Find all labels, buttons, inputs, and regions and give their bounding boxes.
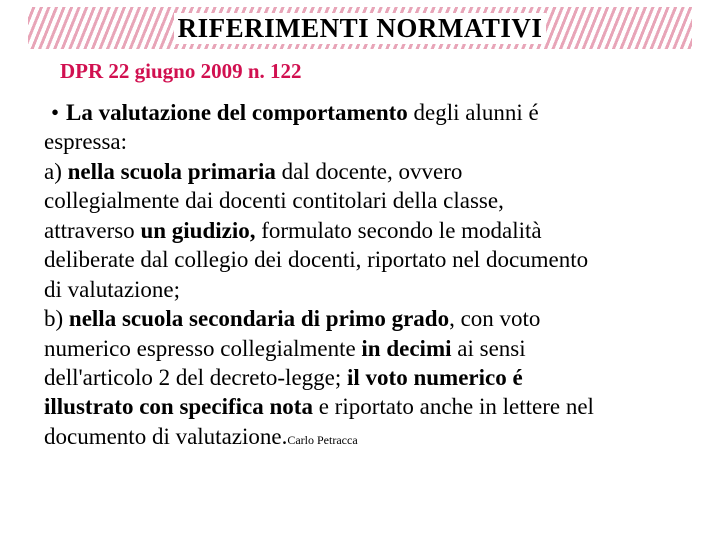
body-line: deliberate dal collegio dei docenti, rip… xyxy=(44,245,692,274)
text-run: , con voto xyxy=(449,306,540,331)
text-run: dell'articolo 2 del decreto-legge; xyxy=(44,365,347,390)
text-run: dal docente, ovvero xyxy=(276,159,462,184)
slide-subtitle: DPR 22 giugno 2009 n. 122 xyxy=(60,59,720,84)
body-line: collegialmente dai docenti contitolari d… xyxy=(44,186,692,215)
text-run: numerico espresso collegialmente xyxy=(44,336,361,361)
bold-phrase: nella scuola primaria xyxy=(68,159,276,184)
bold-phrase: il voto numerico é xyxy=(347,365,523,390)
body-line: attraverso un giudizio, formulato second… xyxy=(44,216,692,245)
body-line: numerico espresso collegialmente in deci… xyxy=(44,334,692,363)
footer-author: Carlo Petracca xyxy=(287,433,357,447)
text-run: degli alunni é xyxy=(408,100,539,125)
text-run: documento di valutazione. xyxy=(44,424,287,449)
bold-phrase: La valutazione del comportamento xyxy=(66,100,408,125)
text-run: a) xyxy=(44,159,68,184)
text-run: formulato secondo le modalità xyxy=(255,218,541,243)
text-run: ai sensi xyxy=(452,336,526,361)
text-run: attraverso xyxy=(44,218,140,243)
text-run: b) xyxy=(44,306,69,331)
bold-phrase: nella scuola secondaria di primo grado xyxy=(69,306,449,331)
body-line: di valutazione; xyxy=(44,275,692,304)
body-text: • La valutazione del comportamento degli… xyxy=(44,98,692,451)
bold-phrase: in decimi xyxy=(361,336,451,361)
body-line: b) nella scuola secondaria di primo grad… xyxy=(44,304,692,333)
body-line: La valutazione del comportamento degli a… xyxy=(66,98,539,127)
bullet-icon: • xyxy=(44,98,66,127)
body-line: a) nella scuola primaria dal docente, ov… xyxy=(44,157,692,186)
text-run: e riportato anche in lettere nel xyxy=(313,394,594,419)
body-line: espressa: xyxy=(44,127,692,156)
slide-title: RIFERIMENTI NORMATIVI xyxy=(174,13,547,44)
bold-phrase: un giudizio, xyxy=(140,218,255,243)
title-banner: RIFERIMENTI NORMATIVI xyxy=(28,7,692,49)
body-line: documento di valutazione.Carlo Petracca xyxy=(44,422,692,451)
body-line: dell'articolo 2 del decreto-legge; il vo… xyxy=(44,363,692,392)
body-line: illustrato con specifica nota e riportat… xyxy=(44,392,692,421)
bold-phrase: illustrato con specifica nota xyxy=(44,394,313,419)
slide: RIFERIMENTI NORMATIVI DPR 22 giugno 2009… xyxy=(0,7,720,547)
